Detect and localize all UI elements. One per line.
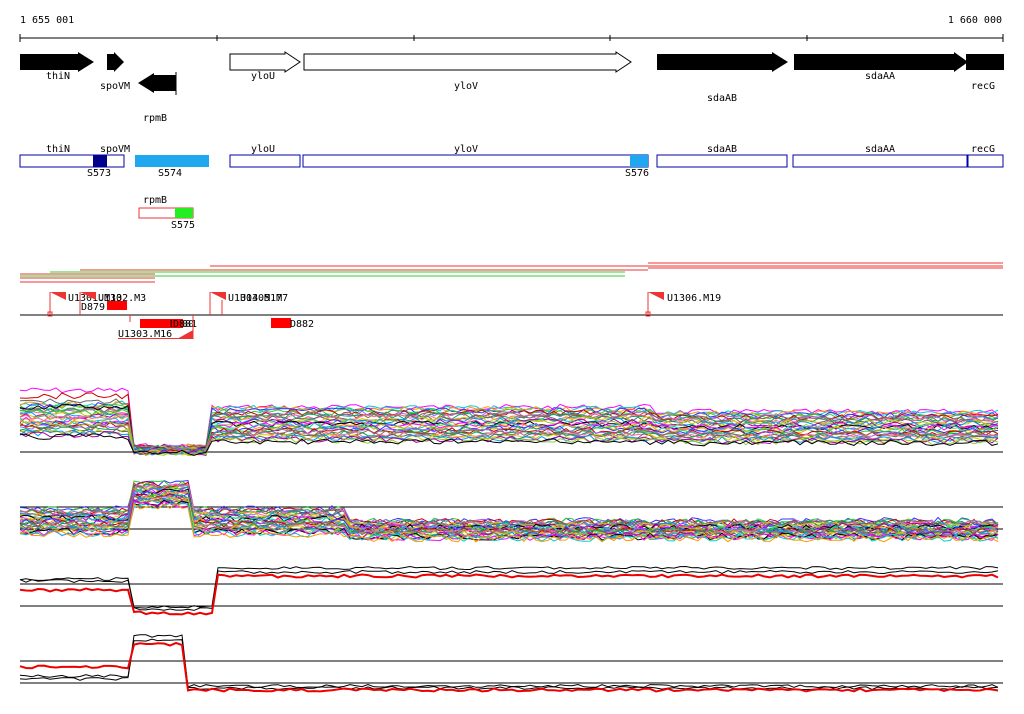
gene-thin-label: thiN xyxy=(46,71,70,82)
marker-u1305-label: U1305.M7 xyxy=(240,293,288,304)
profile-line xyxy=(19,502,999,542)
profile-line xyxy=(19,433,999,456)
segment-ylov-label: yloV xyxy=(454,144,478,155)
feature-s576[interactable] xyxy=(630,155,648,167)
profile-line xyxy=(19,641,999,693)
gene-sdaaa-label: sdaAA xyxy=(865,71,895,82)
marker-u1302-flag[interactable] xyxy=(80,292,96,300)
profile-line xyxy=(19,414,999,454)
profile-line xyxy=(19,480,999,526)
segment-recg-label: recG xyxy=(971,144,995,155)
gene-ylov-label: yloV xyxy=(454,81,478,92)
gene-sdaab-arrow[interactable] xyxy=(657,52,788,72)
profile-line xyxy=(19,406,999,451)
reads-track xyxy=(20,262,1003,283)
marker-u1303-label: U1303.M16 xyxy=(118,329,172,340)
expression-panel-strand-minus xyxy=(19,634,1003,693)
profile-line xyxy=(19,569,999,611)
segment-sdaaa-label: sdaAA xyxy=(865,144,895,155)
segment-ylou-label: yloU xyxy=(251,144,275,155)
gene-ylov-arrow[interactable] xyxy=(303,51,632,73)
gene-recg-arrow[interactable] xyxy=(966,54,1004,70)
expression-panel-conditions-1 xyxy=(19,387,1003,457)
profile-line xyxy=(19,502,999,543)
gene-annotation-track: thiN spoVM rpmB yloU yloV sdaAB sdaAA re… xyxy=(20,51,1004,124)
marker-d881-label: D881 xyxy=(173,319,197,330)
expression-panel-strand-plus xyxy=(19,565,1003,616)
segment-sdaab-box[interactable] xyxy=(656,154,788,168)
profile-line xyxy=(19,573,999,616)
marker-u1301-flag[interactable] xyxy=(50,292,66,300)
marker-d879-label: D879 xyxy=(81,302,105,313)
gene-ylou-arrow[interactable] xyxy=(229,51,301,73)
feature-s576-label: S576 xyxy=(625,168,649,179)
segment-sdaab-label: sdaAB xyxy=(707,144,737,155)
profile-line xyxy=(19,491,999,534)
marker-u1304-label: U1304.M17 xyxy=(228,293,282,304)
segment-spovm-label: spoVM xyxy=(100,144,130,155)
segment-rpmb-label: rpmB xyxy=(143,195,167,206)
gene-ylou-label: yloU xyxy=(251,71,275,82)
gene-sdaab-label: sdaAB xyxy=(707,93,737,104)
feature-s575-label: S575 xyxy=(171,220,195,231)
feature-s573[interactable] xyxy=(93,155,107,167)
marker-u1304-flag[interactable] xyxy=(210,292,226,300)
profile-line xyxy=(19,565,999,609)
segment-ylou-box[interactable] xyxy=(229,154,301,168)
profile-line xyxy=(19,481,999,527)
profile-line xyxy=(19,638,999,691)
feature-s573-label: S573 xyxy=(87,168,111,179)
segment-track: thiN spoVM S573 S574 yloU yloV S576 sdaA… xyxy=(19,144,1004,231)
coordinate-ruler: 1 655 001 1 660 000 xyxy=(19,15,1004,42)
gene-thin-arrow[interactable] xyxy=(20,52,94,72)
marker-u1302-label: U1302.M3 xyxy=(98,293,146,304)
profile-line xyxy=(19,387,999,450)
gene-sdaaa-arrow[interactable] xyxy=(794,52,968,72)
segment-recg-box[interactable] xyxy=(967,154,1004,168)
feature-s574[interactable] xyxy=(135,155,209,167)
feature-s575[interactable] xyxy=(175,208,193,218)
gene-spovm-arrow[interactable] xyxy=(107,52,124,72)
ruler-end-label: 1 660 000 xyxy=(948,15,1002,26)
marker-track: U1301.M13 U1302.M3 D879 D880 D881 U1303.… xyxy=(20,292,1003,340)
segment-thin-label: thiN xyxy=(46,144,70,155)
marker-d882-box[interactable] xyxy=(271,318,291,328)
marker-d879-box[interactable] xyxy=(107,301,127,310)
segment-ylov-box[interactable] xyxy=(302,154,649,168)
marker-d881-box[interactable] xyxy=(172,319,183,328)
marker-d880-box[interactable] xyxy=(140,319,183,328)
gene-spovm-label: spoVM xyxy=(100,81,130,92)
gene-rpmb-label: rpmB xyxy=(143,113,167,124)
ruler-start-label: 1 655 001 xyxy=(20,15,74,26)
marker-d882-label: D882 xyxy=(290,319,314,330)
gene-recg-label: recG xyxy=(971,81,995,92)
gene-rpmb-arrow[interactable] xyxy=(138,73,176,93)
marker-u1306-flag[interactable] xyxy=(648,292,664,300)
expression-panel-conditions-2 xyxy=(19,479,1003,543)
marker-u1303-flag[interactable] xyxy=(177,330,193,339)
feature-s574-label: S574 xyxy=(158,168,182,179)
marker-u1306-label: U1306.M19 xyxy=(667,293,721,304)
segment-thin-box[interactable] xyxy=(19,154,125,168)
segment-sdaaa-box[interactable] xyxy=(792,154,968,168)
